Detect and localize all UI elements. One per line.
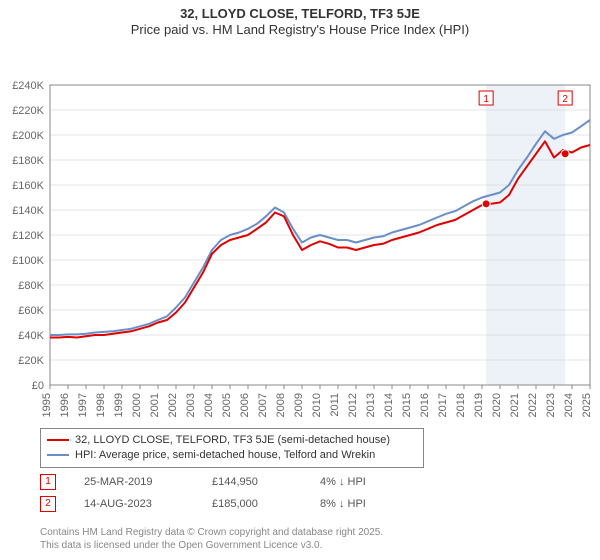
x-tick-label: 2010 xyxy=(311,393,323,417)
x-tick-label: 2025 xyxy=(581,393,593,417)
x-tick-label: 1996 xyxy=(59,393,71,417)
marker-table-date: 14-AUG-2023 xyxy=(84,498,184,510)
x-tick-label: 2004 xyxy=(203,393,215,417)
y-tick-label: £140K xyxy=(12,205,44,217)
legend-label: 32, LLOYD CLOSE, TELFORD, TF3 5JE (semi-… xyxy=(75,433,390,448)
marker-table-badge: 2 xyxy=(40,496,56,512)
x-tick-label: 2021 xyxy=(509,393,521,417)
title-line-2: Price paid vs. HM Land Registry's House … xyxy=(0,22,600,38)
x-tick-label: 2014 xyxy=(383,393,395,417)
legend-swatch xyxy=(47,439,69,441)
y-tick-label: £80K xyxy=(18,280,44,292)
x-tick-label: 1995 xyxy=(41,393,53,417)
x-tick-label: 2013 xyxy=(365,393,377,417)
x-tick-label: 2011 xyxy=(329,393,341,417)
x-tick-label: 1998 xyxy=(95,393,107,417)
legend-row: HPI: Average price, semi-detached house,… xyxy=(47,448,417,463)
y-tick-label: £160K xyxy=(12,180,44,192)
x-tick-label: 2019 xyxy=(473,393,485,417)
marker-table-price: £144,950 xyxy=(212,476,292,488)
x-tick-label: 2005 xyxy=(221,393,233,417)
legend: 32, LLOYD CLOSE, TELFORD, TF3 5JE (semi-… xyxy=(40,428,424,468)
x-tick-label: 2009 xyxy=(293,393,305,417)
y-tick-label: £40K xyxy=(18,330,44,342)
x-tick-label: 2020 xyxy=(491,393,503,417)
marker-table-delta: 8% ↓ HPI xyxy=(320,498,410,510)
x-tick-label: 2015 xyxy=(401,393,413,417)
x-tick-label: 2023 xyxy=(545,393,557,417)
x-tick-label: 2003 xyxy=(185,393,197,417)
x-tick-label: 2006 xyxy=(239,393,251,417)
chart-container: 32, LLOYD CLOSE, TELFORD, TF3 5JE Price … xyxy=(0,0,600,560)
legend-swatch xyxy=(47,454,69,456)
x-tick-label: 1997 xyxy=(77,393,89,417)
title-line-1: 32, LLOYD CLOSE, TELFORD, TF3 5JE xyxy=(0,6,600,22)
marker-table-delta: 4% ↓ HPI xyxy=(320,476,410,488)
x-tick-label: 2012 xyxy=(347,393,359,417)
x-tick-label: 2008 xyxy=(275,393,287,417)
y-tick-label: £220K xyxy=(12,105,44,117)
legend-label: HPI: Average price, semi-detached house,… xyxy=(75,448,375,463)
footer-line-2: This data is licensed under the Open Gov… xyxy=(40,539,383,552)
chart-title: 32, LLOYD CLOSE, TELFORD, TF3 5JE Price … xyxy=(0,0,600,39)
footer-line-1: Contains HM Land Registry data © Crown c… xyxy=(40,526,383,539)
line-chart: £0 £20K £40K £60K £80K £100K £120K £140K £160K £1… xyxy=(0,39,600,419)
marker-table-badge: 1 xyxy=(40,474,56,490)
marker-table: 1 25-MAR-2019 £144,950 4% ↓ HPI 2 14-AUG-2023… xyxy=(40,474,410,518)
x-tick-label: 2017 xyxy=(437,393,449,417)
marker-badge-label: 1 xyxy=(483,94,489,105)
x-tick-label: 1999 xyxy=(113,393,125,417)
x-tick-label: 2018 xyxy=(455,393,467,417)
x-tick-label: 2001 xyxy=(149,393,161,417)
x-tick-label: 2016 xyxy=(419,393,431,417)
marker-table-row: 1 25-MAR-2019 £144,950 4% ↓ HPI xyxy=(40,474,410,490)
x-tick-label: 2000 xyxy=(131,393,143,417)
y-tick-label: £20K xyxy=(18,355,44,367)
y-tick-label: £0 xyxy=(32,380,44,392)
legend-row: 32, LLOYD CLOSE, TELFORD, TF3 5JE (semi-… xyxy=(47,433,417,448)
x-tick-label: 2002 xyxy=(167,393,179,417)
x-tick-label: 2007 xyxy=(257,393,269,417)
marker-badge-label: 2 xyxy=(562,94,568,105)
marker-point xyxy=(482,199,490,207)
y-tick-label: £100K xyxy=(12,255,44,267)
y-tick-label: £60K xyxy=(18,305,44,317)
marker-point xyxy=(561,149,569,157)
marker-table-date: 25-MAR-2019 xyxy=(84,476,184,488)
y-tick-label: £200K xyxy=(12,130,44,142)
x-tick-label: 2024 xyxy=(563,393,575,417)
marker-table-row: 2 14-AUG-2023 £185,000 8% ↓ HPI xyxy=(40,496,410,512)
y-tick-label: £240K xyxy=(12,80,44,92)
y-tick-label: £120K xyxy=(12,230,44,242)
marker-table-price: £185,000 xyxy=(212,498,292,510)
footer: Contains HM Land Registry data © Crown c… xyxy=(40,526,383,552)
y-tick-label: £180K xyxy=(12,155,44,167)
x-tick-label: 2022 xyxy=(527,393,539,417)
